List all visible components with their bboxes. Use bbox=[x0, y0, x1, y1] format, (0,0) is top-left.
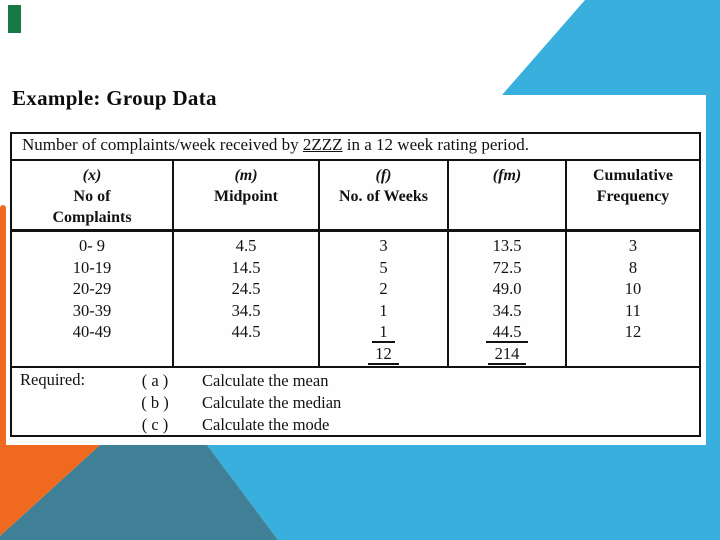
col-label-x: No of Complaints bbox=[52, 188, 132, 226]
required-text-b: Calculate the median bbox=[202, 393, 342, 412]
cell-x-2: 20-29 bbox=[72, 279, 112, 298]
data-col-x: 0- 9 10-19 20-29 30-39 40-49 bbox=[12, 232, 174, 366]
cell-f-2: 2 bbox=[379, 279, 388, 298]
cell-m-2: 24.5 bbox=[231, 279, 261, 298]
data-col-m: 4.5 14.5 24.5 34.5 44.5 bbox=[174, 232, 320, 366]
required-section: Required: ( a ) ( b ) ( c ) Calculate th… bbox=[12, 366, 699, 435]
caption-station-name: 2ZZZ bbox=[302, 135, 343, 154]
table-data-area: 0- 9 10-19 20-29 30-39 40-49 4.5 14.5 24… bbox=[12, 232, 699, 366]
data-col-cf: 3 8 10 11 12 bbox=[567, 232, 699, 366]
cell-m-4: 44.5 bbox=[231, 322, 261, 341]
col-header-cf: Cumulative Frequency bbox=[567, 161, 699, 232]
required-text-a: Calculate the mean bbox=[202, 371, 329, 390]
required-marker-a: ( a ) bbox=[141, 371, 169, 390]
col-header-x: (x) No of Complaints bbox=[12, 161, 174, 232]
data-col-fm: 13.5 72.5 49.0 34.5 44.5 214 bbox=[449, 232, 567, 366]
cell-x-0: 0- 9 bbox=[78, 236, 106, 255]
table-header-row: (x) No of Complaints (m) Midpoint (f) No… bbox=[12, 161, 699, 232]
top-right-triangle bbox=[502, 0, 720, 95]
cell-fm-2: 49.0 bbox=[492, 279, 522, 298]
col-symbol-x: (x) bbox=[82, 167, 102, 184]
col-symbol-f: (f) bbox=[375, 167, 392, 184]
col-symbol-fm: (fm) bbox=[492, 167, 522, 184]
bottom-teal-pyramid bbox=[0, 445, 278, 540]
top-left-green-accent bbox=[8, 5, 21, 33]
cell-m-0: 4.5 bbox=[235, 236, 257, 255]
col-label-cf: Cumulative Frequency bbox=[593, 167, 673, 205]
required-marker-c: ( c ) bbox=[141, 415, 169, 434]
cell-m-1: 14.5 bbox=[231, 257, 261, 277]
cell-fm-3: 34.5 bbox=[492, 300, 522, 320]
col-symbol-m: (m) bbox=[234, 167, 258, 184]
col-header-f: (f) No. of Weeks bbox=[320, 161, 449, 232]
required-marker-b: ( b ) bbox=[141, 393, 169, 412]
cell-f-0: 3 bbox=[379, 236, 388, 255]
cell-f-4: 1 bbox=[372, 322, 395, 343]
required-texts: Calculate the mean Calculate the median … bbox=[186, 370, 699, 435]
required-text-c: Calculate the mode bbox=[202, 415, 330, 434]
col-header-m: (m) Midpoint bbox=[174, 161, 320, 232]
slide-title: Example: Group Data bbox=[12, 86, 217, 110]
cell-cf-3: 11 bbox=[625, 300, 641, 320]
col-label-f: No. of Weeks bbox=[338, 188, 429, 205]
cell-cf-0: 3 bbox=[628, 236, 638, 255]
cell-fm-4: 44.5 bbox=[485, 322, 529, 343]
cell-m-3: 34.5 bbox=[231, 300, 261, 320]
cell-x-1: 10-19 bbox=[72, 257, 112, 277]
cell-f-3: 1 bbox=[379, 300, 388, 320]
table-caption: Number of complaints/week received by 2Z… bbox=[12, 134, 699, 161]
required-markers: ( a ) ( b ) ( c ) bbox=[124, 370, 186, 435]
required-label: Required: bbox=[20, 370, 86, 389]
cell-cf-1: 8 bbox=[628, 257, 638, 277]
bottom-left-orange-triangle bbox=[0, 445, 100, 536]
cell-fm-0: 13.5 bbox=[492, 236, 522, 255]
cell-fm-1: 72.5 bbox=[492, 257, 522, 277]
cell-f-total: 12 bbox=[368, 344, 399, 365]
cell-fm-total: 214 bbox=[487, 344, 527, 365]
right-edge-strip bbox=[706, 0, 720, 540]
data-col-f: 3 5 2 1 1 12 bbox=[320, 232, 449, 366]
cell-f-1: 5 bbox=[379, 257, 388, 277]
cell-x-3: 30-39 bbox=[72, 300, 112, 320]
col-label-m: Midpoint bbox=[213, 188, 278, 205]
group-data-table: Number of complaints/week received by 2Z… bbox=[10, 132, 701, 437]
caption-suffix: in a 12 week rating period. bbox=[342, 135, 529, 154]
caption-prefix: Number of complaints/week received by bbox=[22, 135, 303, 154]
col-header-fm: (fm) bbox=[449, 161, 567, 232]
left-edge-orange-strip bbox=[0, 205, 6, 447]
cell-x-4: 40-49 bbox=[72, 322, 112, 341]
cell-cf-2: 10 bbox=[624, 279, 642, 298]
bottom-right-band bbox=[207, 445, 720, 540]
cell-cf-4: 12 bbox=[624, 322, 642, 341]
